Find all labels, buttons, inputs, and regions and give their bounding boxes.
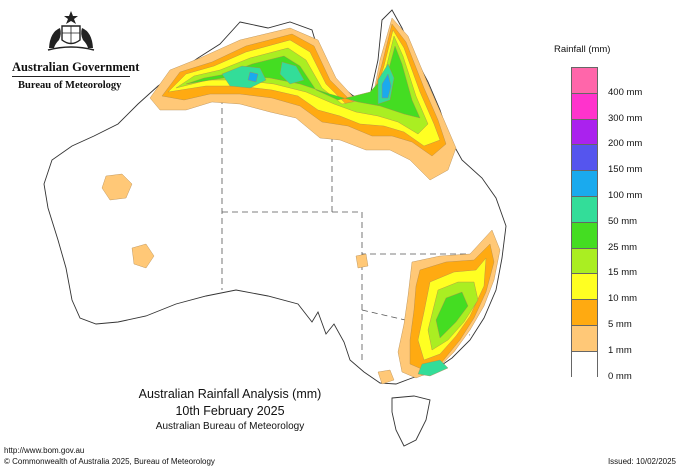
legend-swatch	[571, 324, 598, 351]
legend-swatch	[571, 144, 598, 171]
legend-swatch	[571, 299, 598, 325]
legend-swatch	[571, 118, 598, 145]
legend-label: 200 mm	[608, 138, 643, 150]
coat-of-arms-icon	[47, 11, 95, 51]
legend-label: 1 mm	[608, 344, 632, 356]
legend-label: 400 mm	[608, 86, 643, 98]
rainfall-shading	[101, 17, 501, 385]
government-label: Australian Government	[12, 60, 140, 74]
legend-swatch	[571, 247, 598, 274]
bureau-label: Bureau of Meteorology	[18, 80, 122, 91]
legend-label: 25 mm	[608, 241, 638, 253]
legend-label: 150 mm	[608, 164, 643, 176]
legend-label: 10 mm	[608, 293, 638, 305]
legend-label: 300 mm	[608, 112, 643, 124]
copyright-notice: © Commonwealth of Australia 2025, Bureau…	[4, 457, 215, 466]
legend-swatch	[571, 350, 598, 377]
legend-swatch	[571, 195, 598, 222]
website-link[interactable]: http://www.bom.gov.au	[4, 446, 85, 455]
map-date: 10th February 2025	[175, 404, 285, 418]
tasmania	[391, 395, 431, 447]
issued-date: Issued: 10/02/2025	[607, 457, 676, 466]
legend-swatch	[571, 92, 598, 119]
legend-label: 50 mm	[608, 215, 638, 227]
legend-swatch	[571, 170, 598, 196]
legend-label: 15 mm	[608, 267, 638, 279]
legend-title: Rainfall (mm)	[554, 44, 611, 55]
legend-label: 100 mm	[608, 190, 643, 201]
legend: 400 mm 300 mm 200 mm 150 mm 100 mm 50 mm 25 mm…	[571, 67, 642, 382]
map-credit: Australian Bureau of Meteorology	[155, 421, 305, 432]
government-logo: Australian Government Bureau of Meteorol…	[8, 10, 139, 98]
legend-swatch	[571, 221, 598, 248]
map-title: Australian Rainfall Analysis (mm)	[138, 387, 322, 401]
legend-swatch	[571, 273, 598, 300]
legend-label: 5 mm	[608, 319, 632, 330]
legend-swatch	[571, 67, 598, 93]
legend-label: 0 mm	[608, 370, 632, 382]
logo-divider	[12, 76, 130, 77]
